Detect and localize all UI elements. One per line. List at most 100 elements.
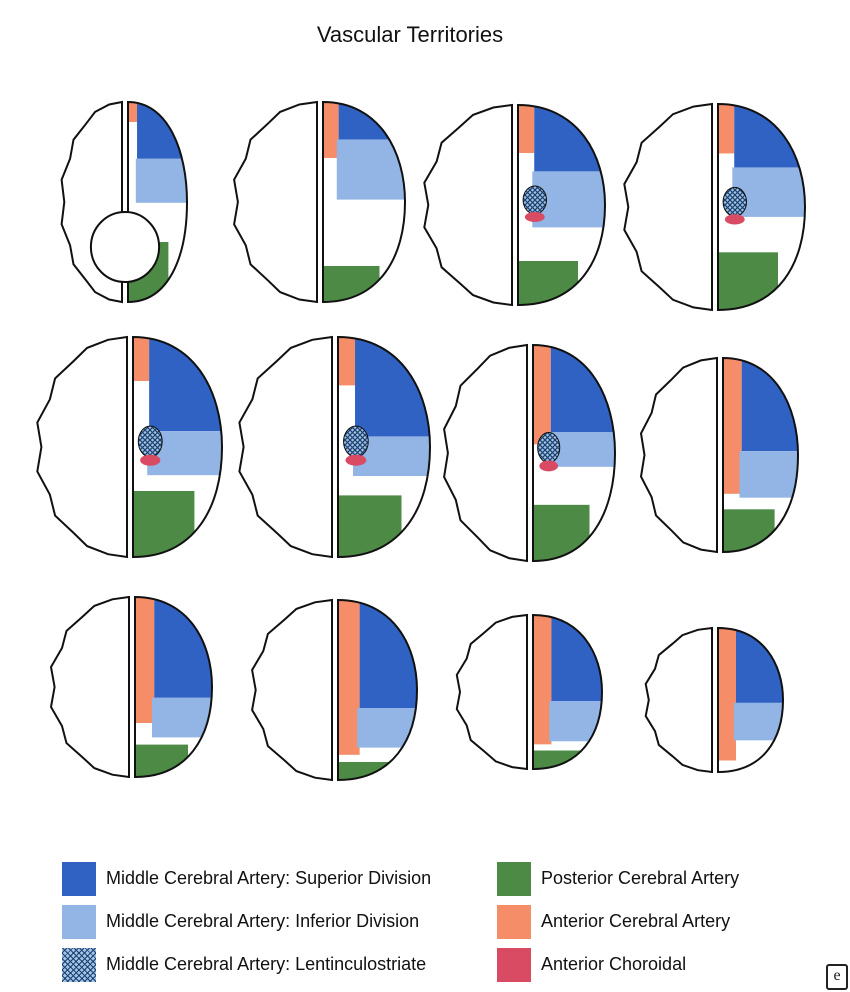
brain-slice-9: [49, 595, 214, 779]
pca-territory: [338, 495, 402, 557]
legend-label: Anterior Choroidal: [541, 954, 687, 974]
pca-territory: [723, 509, 775, 552]
aca-territory: [718, 104, 735, 154]
mca-superior-territory: [137, 102, 187, 159]
pca-territory: [518, 261, 578, 305]
brain-slice-2: [233, 100, 407, 304]
aca-territory: [323, 102, 339, 158]
aca-territory: [718, 628, 736, 761]
lenticulostriate-territory: [343, 425, 369, 458]
mca-inferior-territory: [135, 158, 187, 203]
legend-swatch-pca: [497, 862, 531, 896]
legend-swatch-anterior-choroidal: [497, 948, 531, 982]
lenticulostriate-territory: [722, 186, 747, 217]
right-hemisphere-outline: [337, 335, 432, 559]
left-hemisphere: [233, 100, 318, 304]
left-hemisphere: [623, 102, 713, 312]
legend-label: Middle Cerebral Artery: Lentinculostriat…: [106, 954, 427, 974]
left-hemisphere: [36, 335, 128, 559]
brain-slice-6: [238, 335, 432, 559]
legend-swatch-aca: [497, 905, 531, 939]
aca-territory: [533, 615, 552, 745]
mca-inferior-territory: [336, 139, 405, 200]
brain-slice-7: [443, 343, 617, 563]
right-hemisphere-outline: [127, 100, 189, 304]
territories: [135, 597, 212, 777]
left-hemisphere: [251, 598, 333, 782]
territories: [323, 102, 405, 302]
brain-slice-1: [60, 100, 189, 304]
left-hemisphere: [423, 103, 513, 307]
choroidal-territory: [524, 212, 545, 222]
aca-territory: [128, 102, 138, 122]
territories: [718, 104, 805, 310]
mca-inferior-territory: [739, 451, 798, 498]
territories: [338, 600, 417, 780]
brain-slice-4: [623, 102, 807, 312]
legend-swatch-mca-superior: [62, 862, 96, 896]
legend-label: Anterior Cerebral Artery: [541, 911, 731, 931]
brain-slice-3: [423, 103, 607, 307]
choroidal-territory: [140, 454, 161, 466]
choroidal-territory: [724, 214, 745, 225]
mca-superior-territory: [355, 337, 430, 437]
brain-slice-10: [251, 598, 419, 782]
aca-territory: [518, 105, 535, 153]
left-hemisphere: [238, 335, 333, 559]
mca-superior-territory: [149, 337, 222, 432]
pca-territory: [135, 744, 188, 777]
legend-label: Middle Cerebral Artery: Inferior Divisio…: [106, 911, 420, 931]
mca-superior-territory: [154, 597, 212, 698]
mca-superior-territory: [734, 104, 805, 168]
pca-territory: [533, 504, 590, 561]
mca-superior-territory: [359, 600, 417, 708]
left-hemisphere: [639, 356, 718, 554]
lenticulostriate-territory: [137, 425, 163, 458]
choroidal-territory: [539, 460, 559, 472]
aca-territory: [533, 345, 551, 445]
mca-superior-territory: [551, 615, 602, 702]
aca-territory: [135, 597, 155, 723]
territories: [718, 628, 783, 772]
right-hemisphere-outline: [717, 626, 785, 774]
mca-inferior-territory: [549, 701, 602, 742]
brain-slice-5: [36, 335, 224, 559]
territories: [533, 345, 615, 561]
right-hemisphere-outline: [132, 335, 224, 559]
left-hemisphere: [49, 595, 130, 779]
mca-inferior-territory: [732, 167, 805, 217]
right-hemisphere-outline: [717, 102, 807, 312]
left-hemisphere: [455, 613, 528, 771]
right-hemisphere-outline: [134, 595, 214, 779]
aca-territory: [338, 337, 356, 386]
right-hemisphere-outline: [532, 613, 604, 771]
pca-territory: [718, 252, 778, 310]
right-hemisphere-outline: [532, 343, 617, 563]
lenticulostriate-territory: [537, 431, 561, 464]
brain-slice-12: [644, 626, 785, 774]
right-hemisphere-outline: [722, 356, 800, 554]
mca-inferior-territory: [357, 708, 417, 748]
mca-superior-territory: [534, 105, 605, 172]
territories: [338, 337, 430, 557]
aca-territory: [338, 600, 360, 755]
mca-inferior-territory: [733, 702, 783, 741]
aca-territory: [723, 358, 742, 494]
aca-territory: [133, 337, 150, 381]
legend-swatch-mca-lenticulostriate: [62, 948, 96, 982]
left-hemisphere: [443, 343, 528, 563]
territories: [518, 105, 605, 305]
mca-superior-territory: [550, 345, 615, 433]
territories: [133, 337, 222, 557]
mca-inferior-territory: [152, 697, 212, 738]
right-hemisphere-outline: [337, 598, 419, 782]
pca-territory: [323, 266, 380, 302]
legend-label: Middle Cerebral Artery: Superior Divisio…: [106, 868, 432, 888]
territories: [723, 358, 798, 552]
cerebellum: [89, 211, 161, 283]
right-hemisphere-outline: [322, 100, 407, 304]
corner-mark: e: [826, 964, 848, 990]
mca-inferior-territory: [548, 432, 615, 467]
mca-superior-territory: [741, 358, 798, 452]
